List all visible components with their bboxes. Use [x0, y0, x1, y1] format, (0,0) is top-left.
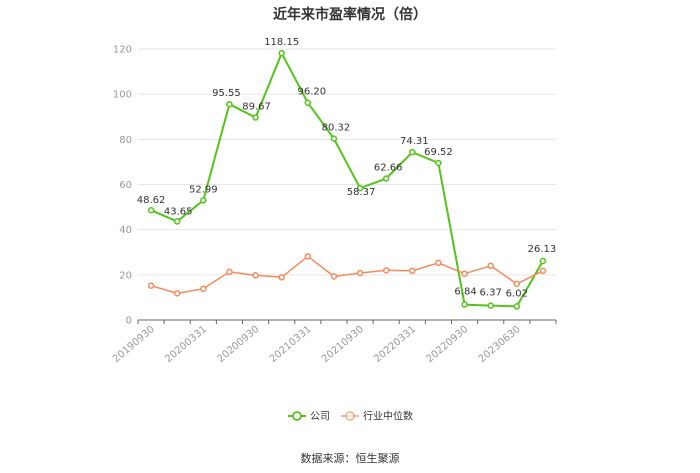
data-point	[487, 302, 494, 309]
x-tick-label: 20220930	[424, 324, 470, 365]
legend-item[interactable]: 行业中位数	[341, 410, 413, 423]
data-point	[147, 206, 155, 214]
data-label: 118.15	[264, 37, 299, 48]
data-point	[513, 280, 521, 288]
data-label: 80.32	[322, 123, 351, 134]
data-point	[382, 175, 390, 182]
data-point	[382, 267, 390, 274]
data-label: 6.37	[480, 288, 502, 299]
data-label: 96.20	[297, 87, 326, 98]
y-axis: 0 20 40 60 80 100 120	[113, 45, 132, 327]
legend[interactable]: 公司 行业中位数	[288, 410, 413, 423]
data-point	[487, 262, 494, 270]
data-label: 89.67	[242, 101, 271, 112]
data-point	[330, 135, 338, 142]
data-point	[200, 197, 207, 204]
data-point	[409, 267, 416, 275]
legend-swatch-marker	[292, 411, 302, 421]
data-label: 58.37	[347, 187, 376, 198]
y-tick-label: 20	[119, 270, 132, 281]
data-point	[304, 99, 312, 106]
data-label: 43.65	[164, 206, 193, 217]
data-point	[173, 290, 181, 297]
data-point	[539, 257, 547, 265]
data-label: 52.99	[189, 184, 218, 195]
series-line	[150, 255, 544, 295]
data-point	[356, 184, 364, 192]
data-source: 数据来源：恒生聚源	[301, 451, 400, 465]
y-tick-label: 120	[113, 45, 132, 56]
x-axis: 20190930 20200331 20200930 20210331 20210930…	[111, 319, 557, 365]
data-label: 62.66	[374, 162, 403, 173]
series-line	[150, 52, 544, 308]
data-point	[513, 303, 521, 310]
legend-label: 行业中位数	[363, 410, 413, 423]
data-label: 95.55	[212, 88, 241, 99]
data-point	[435, 159, 442, 167]
x-tick-label: 20220331	[372, 324, 418, 365]
y-tick-label: 60	[119, 180, 132, 191]
data-label: 6.84	[454, 287, 476, 298]
data-label: 26.13	[528, 244, 557, 255]
y-tick-label: 80	[119, 135, 132, 146]
data-label: 74.31	[400, 136, 429, 147]
x-tick-label: 20200331	[163, 324, 209, 365]
data-point	[356, 269, 364, 277]
x-tick-label: 20230630	[477, 324, 523, 365]
data-label: 69.52	[424, 147, 453, 158]
data-point	[461, 270, 468, 277]
legend-item[interactable]: 公司	[288, 411, 330, 423]
data-point	[278, 274, 285, 281]
data-point	[330, 273, 338, 280]
x-tick-label: 20190930	[111, 324, 157, 365]
data-point	[252, 272, 259, 279]
y-tick-label: 0	[126, 316, 132, 327]
x-tick-label: 20200930	[215, 324, 261, 365]
chart-title: 近年来市盈率情况（倍）	[273, 6, 427, 23]
data-point	[200, 285, 207, 293]
data-point	[304, 253, 312, 260]
x-tick-label: 20210331	[268, 324, 314, 365]
legend-label: 公司	[310, 412, 330, 423]
legend-swatch-marker	[345, 411, 355, 421]
data-point	[147, 282, 155, 289]
data-label: 6.02	[506, 288, 528, 299]
data-point	[252, 114, 259, 121]
data-point	[173, 218, 181, 225]
series-layer	[147, 49, 547, 310]
y-tick-label: 40	[119, 225, 132, 236]
data-point	[226, 268, 233, 276]
y-tick-label: 100	[113, 90, 132, 101]
data-point	[226, 100, 233, 108]
x-tick-label: 20210930	[320, 324, 366, 365]
data-point	[461, 301, 468, 308]
data-point	[278, 49, 285, 57]
data-point	[539, 267, 547, 275]
data-point	[409, 148, 416, 156]
data-label: 48.62	[137, 195, 166, 206]
data-point	[435, 259, 442, 267]
